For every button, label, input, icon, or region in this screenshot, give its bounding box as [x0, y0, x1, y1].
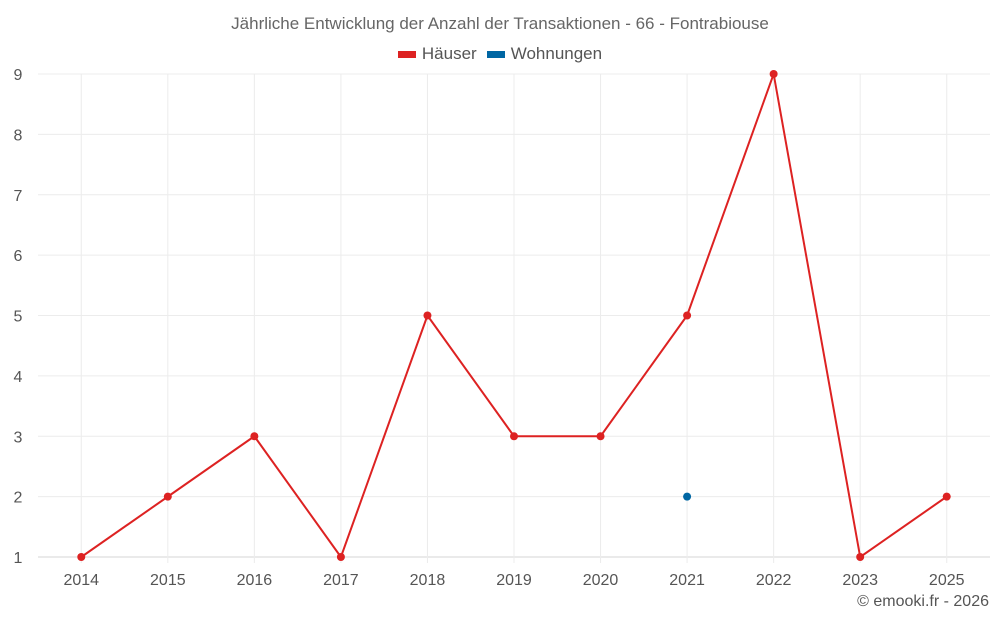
- x-tick-label: 2021: [669, 572, 705, 589]
- series-layer: [77, 70, 951, 561]
- y-tick-label: 5: [14, 309, 23, 326]
- chart-title: Jährliche Entwicklung der Anzahl der Tra…: [231, 14, 769, 33]
- data-point[interactable]: [250, 432, 259, 441]
- y-tick-label: 3: [14, 429, 23, 446]
- legend-label-haeuser: Häuser: [421, 44, 477, 63]
- data-point[interactable]: [596, 432, 605, 441]
- data-point[interactable]: [163, 492, 172, 501]
- y-tick-label: 1: [14, 550, 23, 567]
- data-point[interactable]: [423, 311, 432, 320]
- x-tick-label: 2020: [583, 572, 619, 589]
- copyright-credit: © emooki.fr - 2026: [857, 593, 989, 610]
- data-point[interactable]: [683, 492, 692, 501]
- legend-item-haeuser[interactable]: Häuser: [397, 44, 477, 64]
- x-axis: 2014 2015 2016 2017 2018 2019 2020 2021 2022 2023…: [63, 572, 964, 589]
- data-point[interactable]: [769, 70, 778, 78]
- y-tick-label: 4: [14, 369, 23, 386]
- legend: Häuser Wohnungen: [0, 44, 1000, 64]
- x-tick-label: 2019: [496, 572, 532, 589]
- x-tick-label: 2017: [323, 572, 359, 589]
- legend-swatch-wohnungen: [486, 50, 505, 58]
- x-tick-label: 2022: [756, 572, 792, 589]
- data-point[interactable]: [77, 553, 86, 561]
- y-axis: 1 2 3 4 5 6 7 8 9: [14, 67, 23, 567]
- x-tick-label: 2023: [842, 572, 878, 589]
- x-tick-label: 2025: [929, 572, 965, 589]
- x-tick-label: 2014: [63, 572, 99, 589]
- data-point[interactable]: [510, 432, 518, 441]
- y-tick-label: 2: [14, 490, 23, 507]
- grid: [38, 73, 990, 563]
- legend-swatch-haeuser: [397, 50, 416, 58]
- y-tick-label: 8: [14, 127, 23, 144]
- data-point[interactable]: [942, 492, 951, 501]
- data-point[interactable]: [856, 553, 865, 561]
- x-tick-label: 2016: [237, 572, 273, 589]
- legend-item-wohnungen[interactable]: Wohnungen: [486, 44, 603, 64]
- x-tick-label: 2015: [150, 572, 186, 589]
- y-tick-label: 7: [14, 188, 23, 205]
- x-tick-label: 2018: [410, 572, 446, 589]
- y-tick-label: 6: [14, 248, 23, 265]
- y-tick-label: 9: [14, 67, 23, 84]
- data-point[interactable]: [683, 311, 692, 320]
- data-point[interactable]: [336, 553, 345, 561]
- legend-label-wohnungen: Wohnungen: [510, 44, 603, 63]
